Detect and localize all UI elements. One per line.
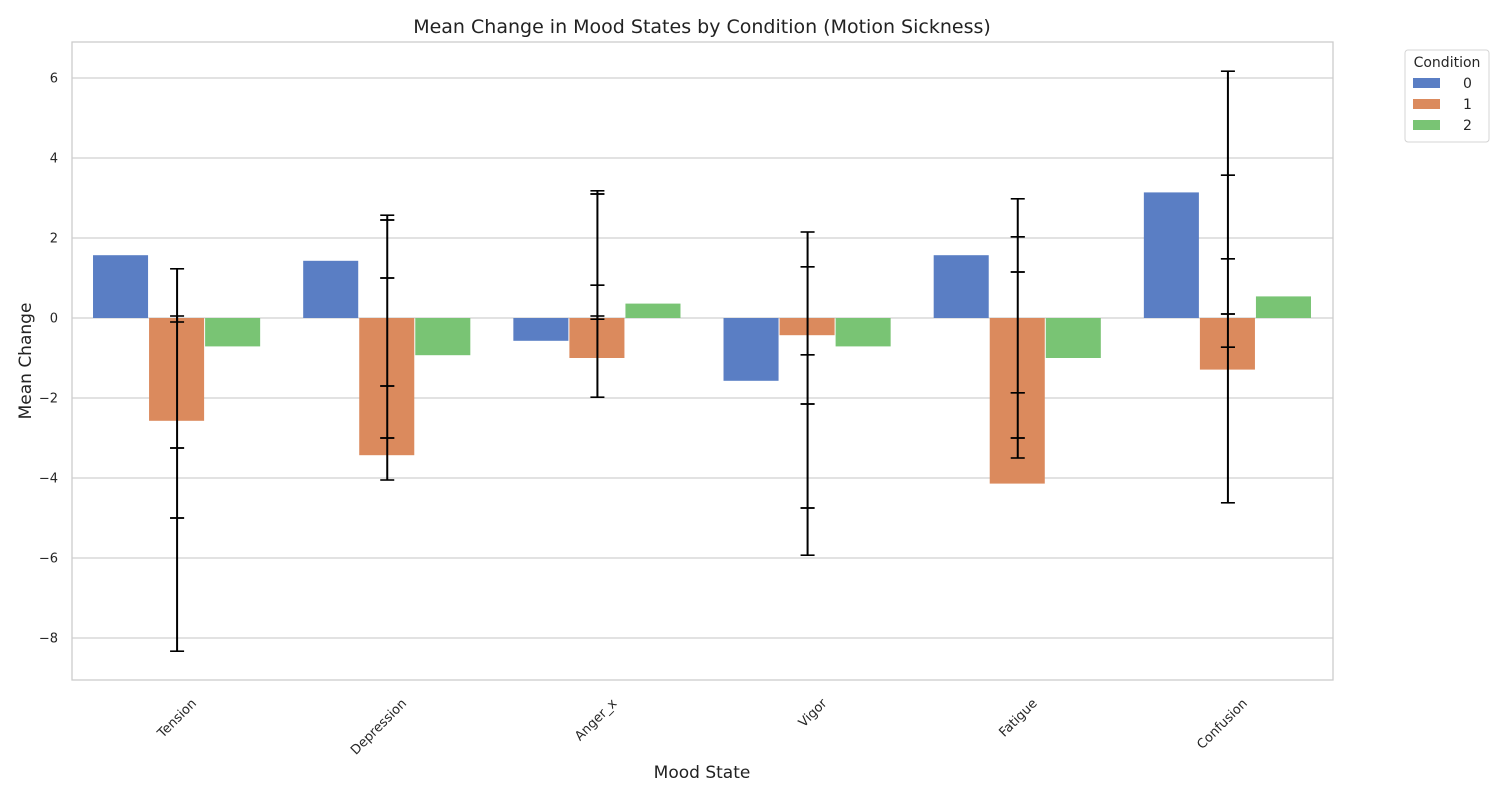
bar-series-2-vigor	[835, 318, 891, 347]
error-bar-depression	[380, 214, 395, 481]
bar-series-0-confusion	[1143, 192, 1199, 318]
y-tick-label: 2	[50, 232, 58, 247]
legend-label-2: 2	[1463, 118, 1472, 134]
x-axis-label: Mood State	[654, 763, 751, 783]
error-bar-tension	[170, 315, 185, 323]
y-tick-labels: −8 −6 −4 −2 0 2 4 6	[39, 72, 58, 647]
error-bars	[170, 70, 1235, 653]
bar-series-0-vigor	[723, 318, 779, 381]
x-tick-label-tension: Tension	[154, 696, 200, 742]
x-tick-label-depression: Depression	[348, 696, 410, 758]
legend-frame	[1404, 49, 1490, 143]
error-bar-tension	[170, 267, 185, 653]
bar-series-2-anger_x	[625, 303, 681, 318]
legend-label-1: 1	[1463, 97, 1472, 113]
gridlines	[72, 77, 1333, 639]
legend-items: 0 1 2	[1413, 76, 1472, 134]
chart-title: Mean Change in Mood States by Condition …	[413, 16, 991, 38]
bar-series-0-tension	[93, 255, 149, 318]
error-bar-confusion	[1220, 70, 1235, 504]
error-bar-anger_x	[590, 315, 605, 321]
legend-swatch-0	[1413, 78, 1440, 88]
bar-series-0-fatigue	[933, 255, 989, 318]
x-tick-label-anger_x: Anger_x	[572, 696, 620, 744]
bar-series-0-depression	[303, 260, 359, 318]
bar-series-2-depression	[415, 318, 471, 356]
y-tick-label: −4	[39, 472, 58, 487]
legend-swatch-2	[1413, 120, 1440, 130]
y-axis-label: Mean Change	[16, 303, 36, 420]
error-bar-fatigue	[1010, 198, 1025, 459]
y-tick-label: −2	[39, 392, 58, 407]
bar-series-0-anger_x	[513, 318, 569, 341]
legend-swatch-1	[1413, 99, 1440, 109]
y-tick-label: 4	[50, 152, 58, 167]
y-tick-label: 0	[50, 312, 58, 327]
plot-frame	[71, 41, 1334, 681]
y-tick-label: −8	[39, 632, 58, 647]
legend-label-0: 0	[1463, 76, 1472, 92]
x-tick-label-vigor: Vigor	[796, 696, 831, 731]
y-tick-label: −6	[39, 552, 58, 567]
legend-title: Condition	[1414, 55, 1481, 71]
x-tick-label-confusion: Confusion	[1194, 696, 1250, 752]
bar-series-2-confusion	[1255, 296, 1311, 318]
x-tick-label-fatigue: Fatigue	[996, 696, 1040, 740]
y-tick-label: 6	[50, 72, 58, 87]
bars	[93, 192, 1311, 484]
error-bar-anger_x	[590, 190, 605, 399]
bar-series-2-fatigue	[1045, 318, 1101, 358]
x-tick-labels: Tension Depression Anger_x Vigor Fatigue Conf…	[154, 696, 1250, 758]
bar-series-2-tension	[205, 318, 261, 347]
legend: Condition 0 1 2	[1404, 49, 1490, 143]
error-bar-vigor	[800, 231, 815, 557]
